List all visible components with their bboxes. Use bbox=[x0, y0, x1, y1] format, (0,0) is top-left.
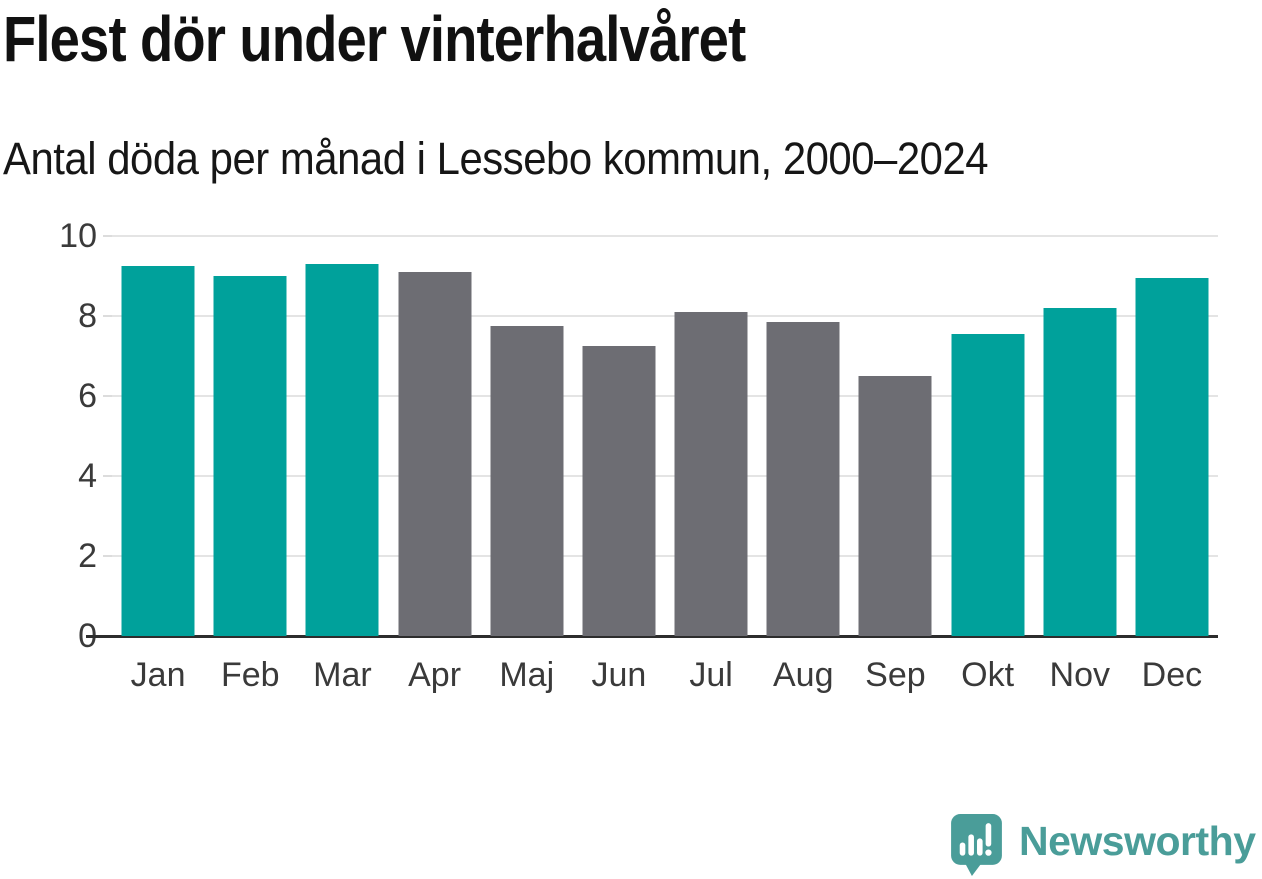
newsworthy-speech-bubble-chart-icon bbox=[950, 813, 1003, 879]
y-tick-mark bbox=[103, 395, 112, 397]
y-tick-label: 8 bbox=[78, 297, 97, 335]
y-tick-mark bbox=[103, 555, 112, 557]
gridline bbox=[112, 315, 1218, 317]
bar-jul bbox=[674, 312, 748, 636]
x-axis-labels: Jan Feb Mar Apr Maj Jun Jul Aug Sep Okt Nov Dec bbox=[112, 656, 1218, 706]
bar-dec bbox=[1135, 278, 1209, 636]
gridline bbox=[112, 395, 1218, 397]
y-tick-label: 2 bbox=[78, 537, 97, 575]
x-tick-label: Okt bbox=[961, 656, 1015, 694]
y-tick-label: 10 bbox=[59, 217, 97, 255]
bar-maj bbox=[490, 326, 564, 636]
x-tick-label: Maj bbox=[499, 656, 555, 694]
y-tick-label: 6 bbox=[78, 377, 97, 415]
gridline bbox=[112, 555, 1218, 557]
x-tick-label: Jul bbox=[689, 656, 733, 694]
chart-title: Flest dör under vinterhalvåret bbox=[3, 3, 746, 75]
y-tick-label: 4 bbox=[78, 457, 97, 495]
x-axis-line bbox=[86, 635, 1218, 638]
y-axis-labels: 0 2 4 6 8 10 bbox=[0, 219, 97, 653]
bar-okt bbox=[951, 334, 1025, 636]
bar-sep bbox=[858, 376, 932, 636]
plot-area bbox=[86, 235, 1218, 638]
x-tick-label: Jan bbox=[130, 656, 186, 694]
bar-nov bbox=[1043, 308, 1117, 636]
x-tick-label: Feb bbox=[220, 656, 280, 694]
x-tick-label: Sep bbox=[865, 656, 926, 694]
y-tick-mark bbox=[103, 475, 112, 477]
bar-aug bbox=[766, 322, 840, 636]
bar-apr bbox=[398, 272, 472, 636]
newsworthy-logo-text: Newsworthy bbox=[1019, 818, 1256, 864]
newsworthy-logo: Newsworthy bbox=[950, 813, 1256, 879]
bar-mar bbox=[305, 264, 379, 636]
x-tick-label: Apr bbox=[408, 656, 462, 694]
bar-jan bbox=[121, 266, 195, 636]
y-tick-mark bbox=[103, 235, 112, 237]
y-tick-mark bbox=[103, 315, 112, 317]
x-tick-label: Aug bbox=[773, 656, 834, 694]
chart-subtitle: Antal döda per månad i Lessebo kommun, 2… bbox=[3, 133, 989, 184]
x-tick-label: Jun bbox=[591, 656, 647, 694]
gridline bbox=[112, 235, 1218, 237]
gridline bbox=[112, 475, 1218, 477]
bar-jun bbox=[582, 346, 656, 636]
x-tick-label: Mar bbox=[313, 656, 372, 694]
x-tick-label: Nov bbox=[1049, 656, 1110, 694]
x-tick-label: Dec bbox=[1141, 656, 1203, 694]
bar-feb bbox=[213, 276, 287, 636]
